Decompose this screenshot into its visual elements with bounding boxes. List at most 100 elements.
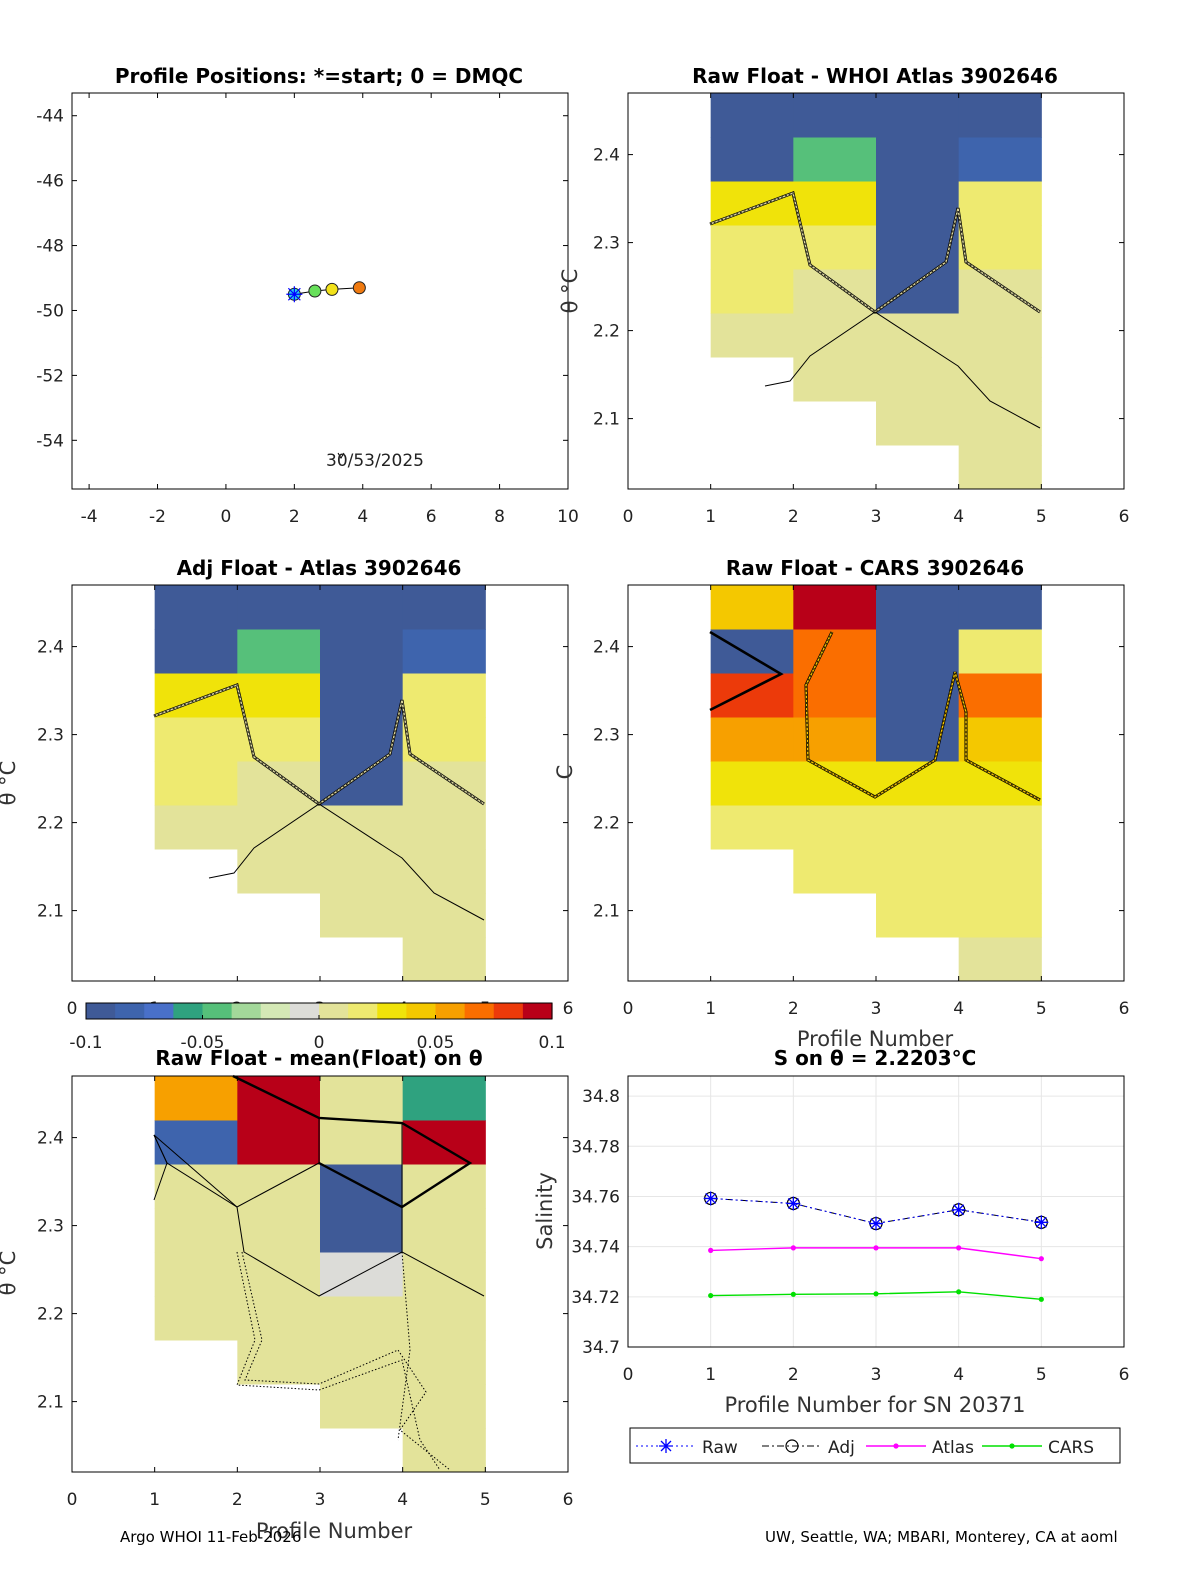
heatmap-cell bbox=[237, 1296, 321, 1341]
heatmap-cell bbox=[876, 137, 960, 182]
raw-cars-title: Raw Float - CARS 3902646 bbox=[726, 556, 1024, 580]
colorbar-swatch bbox=[464, 1003, 495, 1019]
raw-star-marker bbox=[786, 1196, 801, 1211]
heatmap-cell bbox=[958, 805, 1042, 850]
heatmap-cell bbox=[876, 761, 960, 806]
heatmap-cell bbox=[793, 585, 877, 630]
y-tick-label: 34.72 bbox=[571, 1288, 620, 1308]
heatmap-cell bbox=[237, 629, 321, 674]
heatmap-cell bbox=[402, 1296, 486, 1341]
colorbar-swatch bbox=[260, 1003, 291, 1019]
positions-plot-area: -4 -2 0 2 4 6 8 10 -44 -46 -48 -50 -52 -54 bbox=[36, 93, 579, 527]
legend-label-atlas: Atlas bbox=[932, 1438, 974, 1458]
heatmap-cell bbox=[958, 585, 1042, 630]
y-tick-label: 2.4 bbox=[37, 638, 64, 658]
dot-marker bbox=[1009, 1443, 1015, 1449]
heatmap-cell bbox=[710, 269, 794, 314]
raw-atlas-heatmap: 0 1 2 3 4 5 6 2.1 2.2 2.3 2.4 bbox=[593, 93, 1129, 527]
heatmap-cell bbox=[154, 761, 238, 806]
heatmap-cell bbox=[958, 937, 1042, 982]
y-tick-label: 34.7 bbox=[582, 1338, 620, 1358]
heatmap-cell bbox=[876, 629, 960, 674]
raw-mean-contour-lines bbox=[153, 1074, 485, 1471]
colorbar-tick-label: -0.05 bbox=[181, 1033, 225, 1053]
y-tick-label: 2.3 bbox=[593, 726, 620, 746]
heatmap-cell bbox=[876, 585, 960, 630]
raw-mean-title: Raw Float - mean(Float) on θ bbox=[155, 1046, 482, 1070]
x-tick-label: 5 bbox=[480, 1490, 491, 1510]
heatmap-cell bbox=[154, 1076, 238, 1121]
adj-atlas-title: Adj Float - Atlas 3902646 bbox=[177, 556, 462, 580]
x-tick-label: -2 bbox=[149, 507, 166, 527]
x-tick-label: 4 bbox=[953, 1365, 964, 1385]
adj-atlas-contour-lines bbox=[153, 682, 485, 921]
heatmap-cell bbox=[402, 1428, 486, 1473]
heatmap-cell bbox=[710, 313, 794, 358]
salinity-ylabel: Salinity bbox=[533, 1172, 557, 1250]
heatmap-cell bbox=[958, 401, 1042, 446]
raw-cars-axes-box bbox=[627, 584, 1125, 982]
footer-left: Argo WHOI 11-Feb-2026 bbox=[120, 1528, 302, 1546]
date-caret bbox=[337, 452, 345, 459]
heatmap-cell bbox=[237, 849, 321, 894]
raw-atlas-axes-box bbox=[627, 92, 1125, 490]
heatmap-cell bbox=[402, 849, 486, 894]
dot-marker bbox=[708, 1292, 714, 1299]
heatmap-cell bbox=[320, 1296, 404, 1341]
x-tick-label: 6 bbox=[563, 999, 574, 1019]
heatmap-cell bbox=[320, 849, 404, 894]
x-tick-label: 2 bbox=[788, 1365, 799, 1385]
heatmap-cell bbox=[958, 313, 1042, 358]
y-tick-label: 2.2 bbox=[593, 814, 620, 834]
x-tick-label: 6 bbox=[1119, 999, 1130, 1019]
salinity-title: S on θ = 2.2203°C bbox=[774, 1046, 977, 1070]
heatmap-cell bbox=[958, 849, 1042, 894]
colorbar-swatch bbox=[435, 1003, 466, 1019]
legend-label-cars: CARS bbox=[1048, 1438, 1094, 1458]
raw-cars-contour-lines bbox=[709, 630, 1041, 802]
heatmap-cell bbox=[958, 893, 1042, 938]
dot-marker bbox=[1038, 1296, 1044, 1302]
heatmap-cell bbox=[237, 761, 321, 806]
profile-position-marker bbox=[325, 282, 339, 296]
heatmap-cell bbox=[402, 1384, 486, 1429]
heatmap-cell bbox=[876, 401, 960, 446]
heatmap-cell bbox=[710, 629, 794, 674]
raw-cars-heatmap: 0 1 2 3 4 5 6 2.1 2.2 2.3 2.4 bbox=[593, 585, 1129, 1019]
heatmap-cell bbox=[320, 585, 404, 630]
colorbar-ticks: -0.1 -0.05 0 0.05 0.1 bbox=[69, 1015, 566, 1053]
heatmap-cell bbox=[958, 357, 1042, 402]
adj-atlas-axes-box bbox=[71, 584, 569, 982]
raw-mean-xlabel: Profile Number bbox=[256, 1519, 413, 1543]
x-tick-label: 2 bbox=[788, 999, 799, 1019]
y-tick-label: 2.1 bbox=[593, 902, 620, 922]
y-tick-label: 2.4 bbox=[593, 146, 620, 166]
heatmap-cell bbox=[154, 1120, 238, 1165]
start-star-marker bbox=[286, 286, 303, 303]
colorbar-tick-label: 0.05 bbox=[417, 1033, 455, 1053]
colorbar-swatch bbox=[289, 1003, 320, 1019]
dot-marker bbox=[873, 1245, 879, 1251]
salinity-panel: 0 1 2 3 4 5 6 34.7 34.72 34.74 34.76 34.78 34.8 Sali… bbox=[533, 1075, 1129, 1464]
x-tick-label: 3 bbox=[871, 999, 882, 1019]
x-tick-label: 5 bbox=[1036, 1365, 1047, 1385]
heatmap-cell bbox=[237, 1340, 321, 1385]
raw-mean-panel: 0 1 2 3 4 5 6 2.1 2.2 2.3 2.4 θ °C Profile Number bbox=[0, 1074, 573, 1543]
x-tick-label: 1 bbox=[705, 507, 716, 527]
salinity-grid: 0 1 2 3 4 5 6 34.7 34.72 34.74 34.76 34.78 34.8 bbox=[571, 1076, 1129, 1385]
heatmap-cell bbox=[793, 93, 877, 138]
y-tick-label: 34.76 bbox=[571, 1187, 620, 1207]
profile-position-marker bbox=[308, 284, 322, 298]
dot-marker bbox=[708, 1247, 714, 1253]
salinity-xlabel: Profile Number for SN 20371 bbox=[724, 1393, 1025, 1417]
y-tick-label: -52 bbox=[36, 366, 64, 386]
dot-marker bbox=[790, 1291, 796, 1297]
raw-star-marker bbox=[951, 1202, 966, 1217]
heatmap-cell bbox=[320, 893, 404, 938]
colorbar-swatch bbox=[115, 1003, 145, 1019]
colorbar-swatch bbox=[231, 1003, 262, 1019]
track-line bbox=[294, 287, 360, 295]
colorbar-swatch bbox=[493, 1003, 524, 1019]
adj-atlas-ylabel: θ °C bbox=[0, 761, 20, 806]
heatmap-cell bbox=[793, 805, 877, 850]
